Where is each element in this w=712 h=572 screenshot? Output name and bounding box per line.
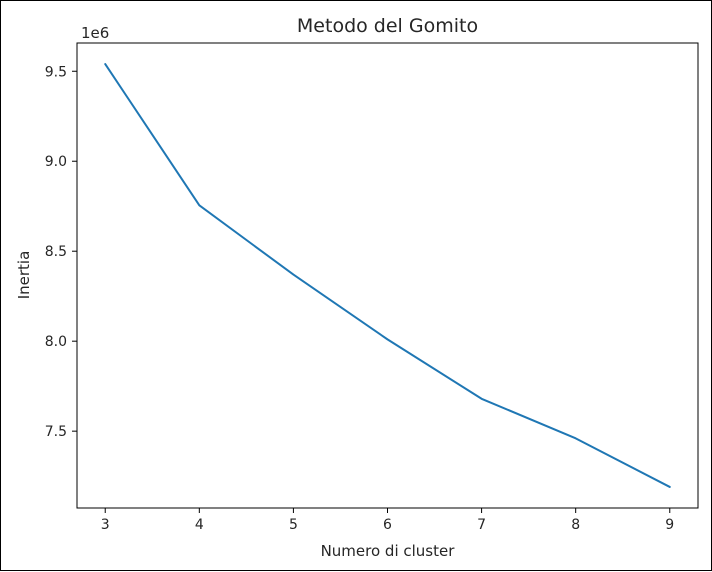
series (104, 63, 671, 488)
x-axis-label: Numero di cluster (321, 542, 456, 560)
x-axis-ticks: 3 4 5 6 7 8 9 (101, 508, 674, 533)
y-axis-offset-label: 1e6 (81, 24, 109, 42)
x-tick-label: 7 (477, 517, 486, 533)
y-axis-ticks: 7.5 8.0 8.5 9.0 9.5 (45, 64, 77, 440)
y-tick-label: 7.5 (45, 424, 67, 440)
axes (76, 42, 699, 509)
inertia-line (104, 63, 671, 488)
x-tick-label: 6 (383, 517, 392, 533)
x-tick-label: 8 (571, 517, 580, 533)
x-tick-label: 4 (195, 517, 204, 533)
y-tick-label: 9.0 (45, 154, 67, 170)
x-tick-label: 9 (665, 517, 674, 533)
plot-area (76, 42, 699, 509)
y-tick-label: 8.5 (45, 244, 67, 260)
chart-title: Metodo del Gomito (297, 15, 478, 37)
y-tick-label: 9.5 (45, 64, 67, 80)
y-tick-label: 8.0 (45, 334, 67, 350)
y-axis-label: Inertia (15, 251, 33, 300)
x-tick-label: 5 (289, 517, 298, 533)
x-tick-label: 3 (101, 517, 110, 533)
